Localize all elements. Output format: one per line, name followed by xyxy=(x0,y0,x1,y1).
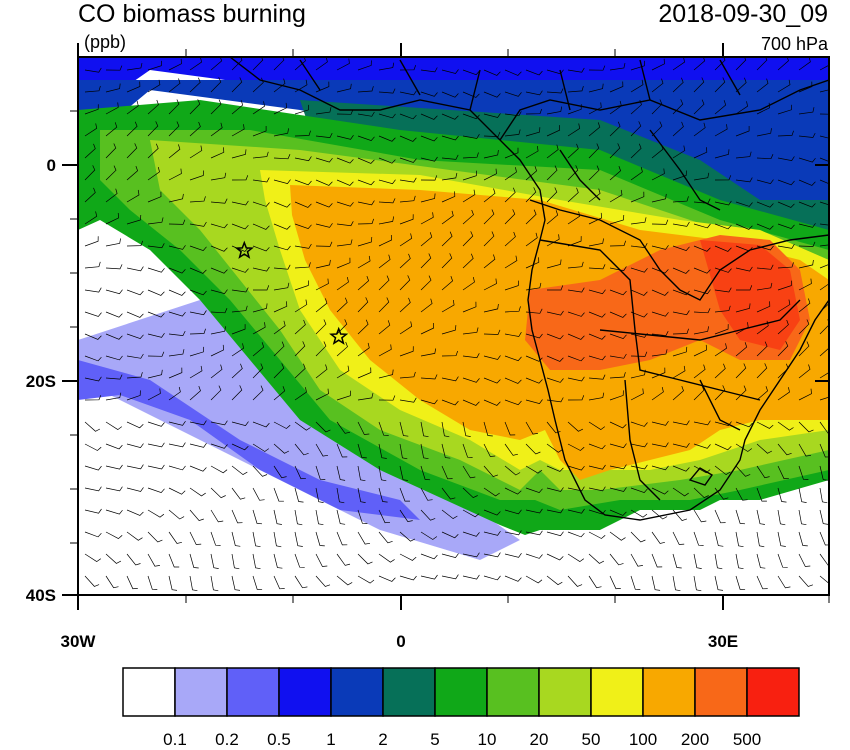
y-tick-label: 0 xyxy=(46,156,56,175)
x-tick-label: 30W xyxy=(60,632,96,651)
colorbar-label: 500 xyxy=(732,730,762,749)
star-marker xyxy=(329,326,349,345)
co-field xyxy=(78,57,829,595)
pressure-level: 700 hPa xyxy=(760,34,828,54)
y-tick-label: 40S xyxy=(25,586,56,605)
site-markers xyxy=(234,240,349,345)
plot-frame xyxy=(77,56,830,596)
colorbar-label: 2 xyxy=(378,730,388,749)
colorbar-label: 100 xyxy=(628,730,658,749)
colorbar-swatch xyxy=(694,667,748,717)
colorbar xyxy=(122,667,800,717)
colorbar-label: 10 xyxy=(477,730,497,749)
units-label: (ppb) xyxy=(84,32,127,52)
minor-ticks xyxy=(70,49,830,603)
colorbar-swatch xyxy=(486,667,540,717)
colorbar-label: 0.5 xyxy=(267,730,291,749)
colorbar-label: 200 xyxy=(680,730,710,749)
colorbar-label: 1 xyxy=(326,730,336,749)
colorbar-swatch xyxy=(538,667,592,717)
colorbar-swatch xyxy=(122,667,176,717)
wind-barbs xyxy=(84,57,829,592)
x-tick-label: 30E xyxy=(707,632,739,651)
star-marker xyxy=(234,240,254,259)
axis-ticks xyxy=(62,43,829,610)
colorbar-swatch xyxy=(174,667,228,717)
colorbar-label: 20 xyxy=(529,730,549,749)
colorbar-swatch xyxy=(278,667,332,717)
colorbar-swatch xyxy=(330,667,384,717)
colorbar-swatch xyxy=(642,667,696,717)
x-tick-label: 0 xyxy=(396,632,406,651)
colorbar-label: 50 xyxy=(581,730,601,749)
y-tick-label: 20S xyxy=(25,372,56,391)
colorbar-label: 0.1 xyxy=(163,730,187,749)
plot-title: CO biomass burning xyxy=(78,0,306,28)
colorbar-swatch xyxy=(746,667,800,717)
colorbar-swatch xyxy=(226,667,280,717)
colorbar-label: 5 xyxy=(430,730,440,749)
colorbar-label: 0.2 xyxy=(215,730,239,749)
colorbar-swatch xyxy=(590,667,644,717)
colorbar-swatch xyxy=(434,667,488,717)
colorbar-swatch xyxy=(382,667,436,717)
valid-time: 2018-09-30_09 xyxy=(658,0,828,28)
